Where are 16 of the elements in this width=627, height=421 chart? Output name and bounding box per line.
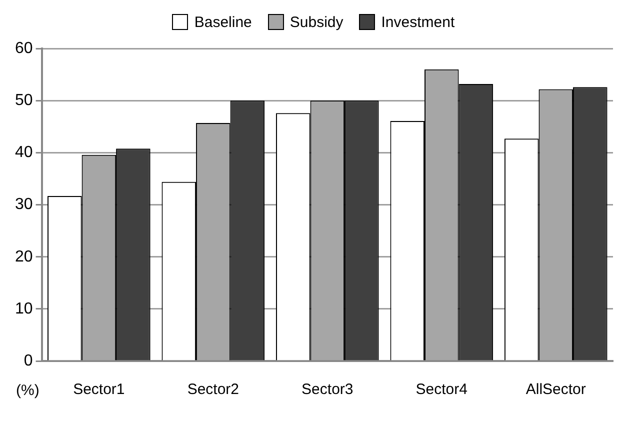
y-tick-label: 20 xyxy=(15,248,33,266)
x-tick-label: Sector2 xyxy=(187,381,240,398)
y-tick-label: 60 xyxy=(15,40,33,58)
y-tick-label: 0 xyxy=(24,352,33,370)
y-tick-label: 10 xyxy=(15,300,33,318)
y-tick-label: 40 xyxy=(15,144,33,162)
x-tick-label: Sector3 xyxy=(302,381,354,398)
x-tick-label: AllSector xyxy=(526,381,586,398)
x-tick-label: Sector4 xyxy=(416,381,468,398)
y-tick-label: 30 xyxy=(15,196,33,214)
legend-label: Investment xyxy=(381,14,455,30)
y-axis-title: (%) xyxy=(16,382,40,400)
legend-label: Subsidy xyxy=(290,14,344,30)
legend-label: Baseline xyxy=(194,14,252,30)
x-tick-label: Sector1 xyxy=(73,381,125,398)
y-tick-label: 50 xyxy=(15,92,33,110)
